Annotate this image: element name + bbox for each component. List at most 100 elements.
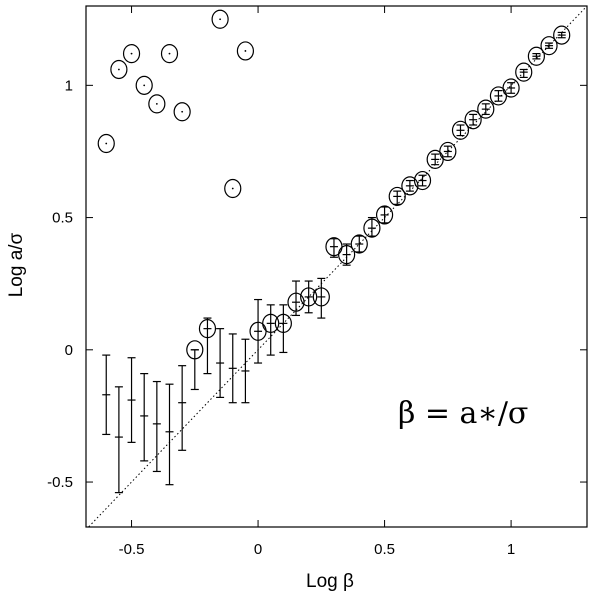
- data-point: [241, 338, 250, 404]
- x-tick-label: 1: [507, 541, 515, 558]
- outlier-point: [173, 102, 191, 122]
- outlier-point: [160, 44, 179, 64]
- point-circle: [439, 141, 457, 162]
- y-tick-label: 1: [65, 77, 73, 94]
- outlier-point: [236, 41, 255, 61]
- outlier-point: [135, 75, 153, 95]
- outlier-circle: [122, 44, 141, 64]
- point-circle: [515, 62, 533, 82]
- data-point: [262, 304, 280, 356]
- reference-line-layer: [87, 6, 587, 527]
- outlier-point: [122, 44, 141, 64]
- point-circle: [186, 340, 204, 360]
- data-point: [274, 304, 292, 354]
- data-point: [114, 386, 123, 494]
- point-circle: [451, 120, 470, 140]
- data-point: [527, 46, 545, 66]
- data-point: [540, 36, 558, 56]
- point-circle: [477, 99, 495, 119]
- data-point: [186, 340, 204, 391]
- outlier-points-layer: [97, 9, 255, 199]
- data-point: [312, 277, 330, 319]
- outlier-point: [224, 178, 242, 199]
- outlier-circle: [148, 94, 166, 114]
- outlier-point: [97, 133, 115, 154]
- point-circle: [401, 176, 419, 196]
- point-circle: [540, 36, 558, 56]
- outlier-circle: [110, 59, 128, 80]
- point-circle: [363, 218, 381, 238]
- point-circle: [375, 205, 394, 225]
- y-tick-label: -0.5: [47, 474, 73, 491]
- outlier-center-dot: [117, 68, 120, 71]
- outlier-point: [211, 9, 229, 29]
- data-point: [413, 170, 432, 191]
- data-point: [338, 243, 356, 266]
- outlier-circle: [173, 102, 191, 122]
- outlier-center-dot: [231, 187, 234, 190]
- outlier-point: [110, 59, 128, 80]
- point-circle: [338, 244, 356, 265]
- x-tick-label: 0: [254, 541, 262, 558]
- beta-definition-annotation: β = a∗/σ: [398, 396, 528, 431]
- y-tick-label: 0: [65, 342, 73, 359]
- data-point: [388, 186, 406, 207]
- data-point: [375, 205, 394, 225]
- data-point: [439, 141, 457, 162]
- axis-ticks-layer: -0.5 0 0.5 1 -0.5 0 0.5 1: [47, 6, 587, 558]
- data-point: [127, 357, 136, 443]
- x-axis-label: Log β: [306, 571, 354, 592]
- point-circle: [274, 313, 292, 333]
- outlier-center-dot: [168, 52, 171, 55]
- point-circle: [553, 25, 571, 45]
- data-point: [152, 380, 161, 473]
- x-tick-label: -0.5: [119, 541, 145, 558]
- data-point: [502, 78, 520, 98]
- outlier-circle: [135, 75, 153, 95]
- x-tick-label: 0.5: [374, 541, 395, 558]
- point-circle: [502, 78, 520, 98]
- point-circle: [464, 110, 482, 130]
- data-point: [464, 110, 482, 130]
- data-point: [287, 280, 305, 317]
- point-circle: [388, 186, 406, 207]
- outlier-point: [148, 94, 166, 114]
- data-point: [553, 25, 571, 45]
- data-points-layer: [102, 25, 571, 494]
- data-point: [140, 373, 149, 462]
- plot-frame: [85, 5, 588, 528]
- data-point: [515, 62, 533, 82]
- point-circle: [413, 170, 432, 191]
- outlier-circle: [97, 133, 115, 154]
- outlier-circle: [160, 44, 179, 64]
- point-circle: [527, 46, 545, 66]
- outlier-center-dot: [105, 142, 108, 145]
- data-point: [216, 328, 225, 399]
- data-point: [198, 317, 217, 375]
- data-point: [350, 234, 368, 254]
- outlier-circle: [211, 9, 229, 29]
- point-circle: [198, 319, 217, 339]
- data-point: [477, 99, 495, 119]
- outlier-center-dot: [219, 18, 222, 21]
- data-point: [489, 86, 508, 106]
- data-point: [102, 354, 111, 436]
- outlier-center-dot: [181, 110, 184, 113]
- outlier-circle: [224, 178, 242, 199]
- point-circle: [287, 292, 305, 312]
- point-circle: [312, 287, 330, 307]
- point-circle: [300, 287, 318, 307]
- point-circle: [262, 313, 280, 333]
- y-tick-label: 0.5: [52, 210, 73, 227]
- outlier-center-dot: [130, 52, 133, 55]
- outlier-center-dot: [143, 84, 146, 87]
- y-axis-label: Log a/σ: [6, 232, 27, 297]
- data-point: [325, 237, 343, 258]
- data-point: [300, 280, 318, 314]
- outlier-center-dot: [244, 50, 247, 52]
- data-point: [363, 216, 381, 238]
- data-point: [401, 176, 419, 196]
- data-point: [178, 365, 187, 451]
- data-point: [249, 298, 267, 364]
